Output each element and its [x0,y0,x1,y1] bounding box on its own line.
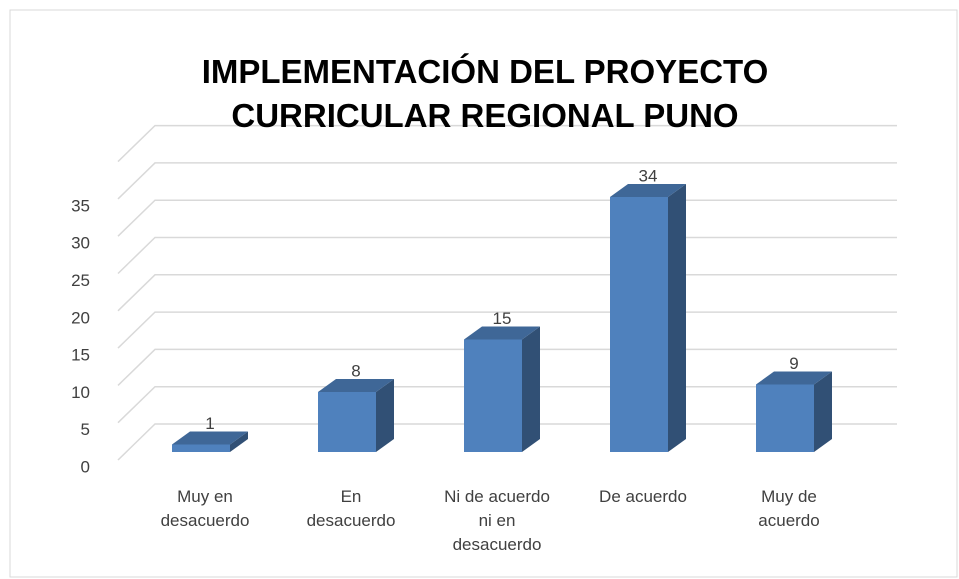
bar [318,379,394,452]
y-tick-label: 15 [71,346,90,365]
grid-line [117,162,897,200]
bar [172,431,248,452]
bar [756,371,832,452]
bar-side [230,431,248,452]
bar-top [610,184,686,197]
bar-side [668,184,686,452]
chart-frame [9,9,958,578]
y-tick-label: 20 [71,308,90,327]
bar-front [318,392,376,452]
value-label: 15 [493,309,512,328]
bar-top [464,326,540,340]
bar-top [318,379,394,392]
x-tick-label: En desacuerdo [306,487,396,530]
x-tick-label: Ni de acuerdo ni en desacuerdo [444,487,550,554]
value-label: 1 [205,414,214,433]
bar-side [522,326,540,452]
y-tick-label: 35 [71,196,90,215]
value-label: 8 [351,361,360,380]
bar-front [172,444,230,452]
y-tick-label: 30 [71,234,90,253]
bar-front [464,339,522,452]
x-tick-label: De acuerdo [599,487,687,506]
value-label: 34 [639,166,658,185]
y-tick-label: 0 [81,457,90,476]
y-tick-label: 25 [71,271,90,290]
bar-side [814,371,832,452]
bar [610,184,686,452]
grid-line [117,124,897,163]
bar [464,326,540,452]
bar-side [376,379,394,452]
chart-title: IMPLEMENTACIÓN DEL PROYECTO CURRICULAR R… [201,53,769,134]
bar-top [172,431,248,445]
bar-front [756,384,814,452]
bar-top [756,371,832,385]
bar-front [610,197,668,452]
y-tick-label: 10 [71,383,90,402]
x-tick-label: Muy de acuerdo [758,487,820,530]
y-tick-label: 5 [81,420,90,439]
value-label: 9 [789,354,798,373]
x-tick-label: Muy en desacuerdo [160,487,250,530]
